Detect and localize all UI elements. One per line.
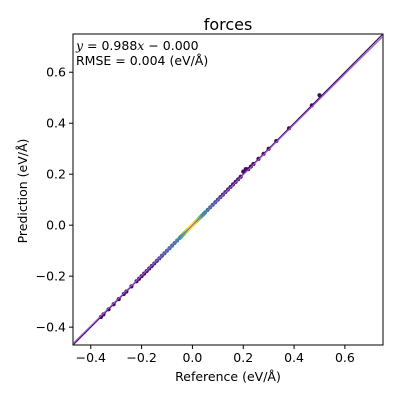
- data-point: [286, 126, 292, 131]
- chart-title: forces: [204, 15, 253, 34]
- fit-equation: y = 0.988x − 0.000: [75, 38, 199, 53]
- data-point: [106, 307, 111, 312]
- x-tick-label: −0.4: [76, 350, 106, 365]
- data-point: [111, 302, 116, 307]
- y-tick-label: 0.4: [46, 116, 66, 131]
- data-point: [241, 169, 246, 174]
- fit-equation-y: y: [75, 38, 84, 53]
- y-tick-label: 0.2: [46, 167, 66, 182]
- y-tick-label: −0.2: [36, 269, 66, 284]
- data-point: [274, 138, 279, 144]
- data-point: [266, 146, 271, 151]
- y-tick-label: −0.4: [36, 320, 66, 335]
- fit-line: [73, 35, 383, 344]
- x-tick-label: 0.2: [233, 350, 253, 365]
- plot-area: −0.4 −0.2 0.0 0.2 0.4 0.6 −0.4 −0.2 0.0 0.2 0.4 0.6: [36, 33, 384, 365]
- x-tick-label: 0.4: [284, 350, 304, 365]
- fit-equation-x: x: [137, 38, 144, 53]
- data-point: [317, 93, 322, 98]
- data-point: [101, 312, 106, 317]
- plot-frame: [72, 33, 384, 346]
- y-tick-label: 0.0: [46, 218, 66, 233]
- fit-equation-intercept: − 0.000: [144, 38, 198, 53]
- x-tick-label: 0.6: [335, 350, 355, 365]
- x-axis-label: Reference (eV/Å): [175, 369, 281, 384]
- y-tick-label: 0.6: [46, 65, 66, 80]
- rmse-label: RMSE = 0.004 (eV/Å): [76, 53, 208, 68]
- data-point: [261, 151, 266, 156]
- y-axis-label: Prediction (eV/Å): [15, 139, 30, 244]
- fit-equation-slope: = 0.988: [83, 38, 137, 53]
- data-point: [98, 314, 104, 320]
- x-tick-label: 0.0: [182, 350, 202, 365]
- data-point: [116, 297, 121, 302]
- x-tick-label: −0.2: [126, 350, 156, 365]
